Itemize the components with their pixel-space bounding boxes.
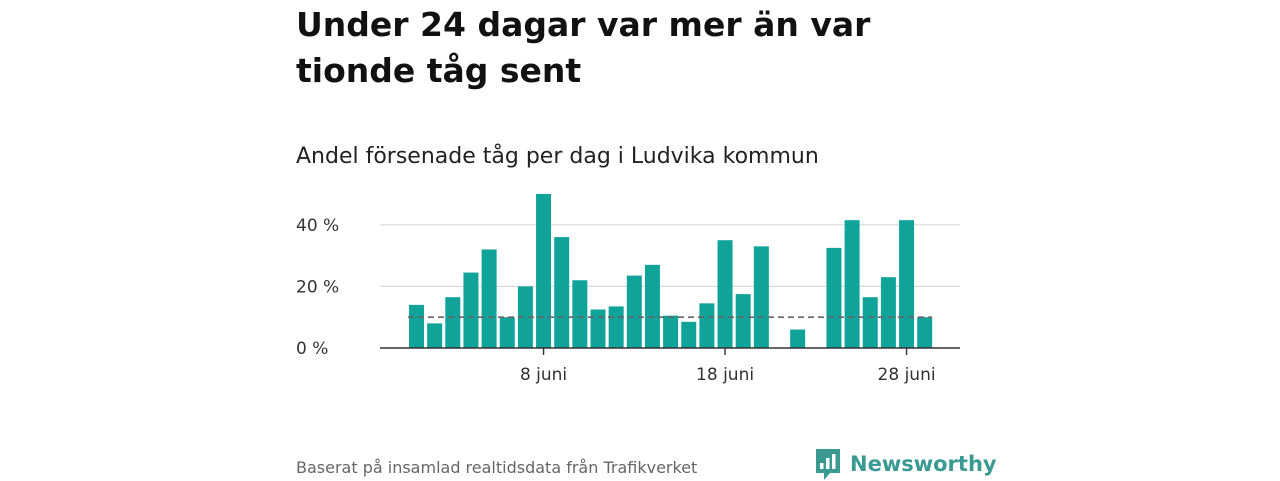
bar	[826, 247, 842, 348]
bar	[554, 237, 570, 348]
bar	[862, 297, 878, 348]
newsworthy-logo[interactable]: Newsworthy	[814, 447, 997, 481]
bar	[899, 220, 915, 348]
bar	[536, 194, 552, 348]
bar	[844, 220, 860, 348]
bar	[626, 275, 642, 348]
bar-chart-logo-icon	[816, 449, 840, 480]
bar	[790, 329, 806, 348]
bar	[717, 240, 733, 348]
axes: 0 % 20 % 40 % 8 juni 18 juni 28 juni	[296, 216, 960, 385]
bar	[644, 264, 660, 348]
x-tick-label: 8 juni	[520, 365, 567, 385]
chart-title: Under 24 dagar var mer än var tionde tåg…	[296, 5, 871, 90]
bar	[917, 317, 933, 348]
bar	[517, 286, 533, 348]
bar	[681, 321, 697, 348]
data-source-note: Baserat på insamlad realtidsdata från Tr…	[296, 458, 698, 477]
bar	[445, 297, 461, 348]
x-tick-label: 28 juni	[878, 365, 936, 385]
chart-subtitle: Andel försenade tåg per dag i Ludvika ko…	[296, 144, 819, 169]
bar	[572, 280, 588, 348]
bar	[463, 272, 479, 348]
y-tick-label: 0 %	[296, 339, 328, 359]
x-tick-label: 18 juni	[696, 365, 754, 385]
y-tick-label: 20 %	[296, 277, 339, 297]
bar	[699, 303, 715, 348]
y-tick-label: 40 %	[296, 216, 339, 236]
bar	[481, 249, 497, 348]
bar	[499, 317, 515, 348]
bar	[753, 246, 769, 348]
bar	[427, 323, 443, 348]
bar	[409, 304, 424, 348]
bar	[735, 294, 751, 348]
bar	[608, 306, 624, 348]
bar	[880, 277, 896, 348]
bar	[590, 309, 606, 348]
bar	[663, 315, 679, 348]
bars	[409, 194, 933, 348]
brand-name: Newsworthy	[850, 452, 997, 476]
